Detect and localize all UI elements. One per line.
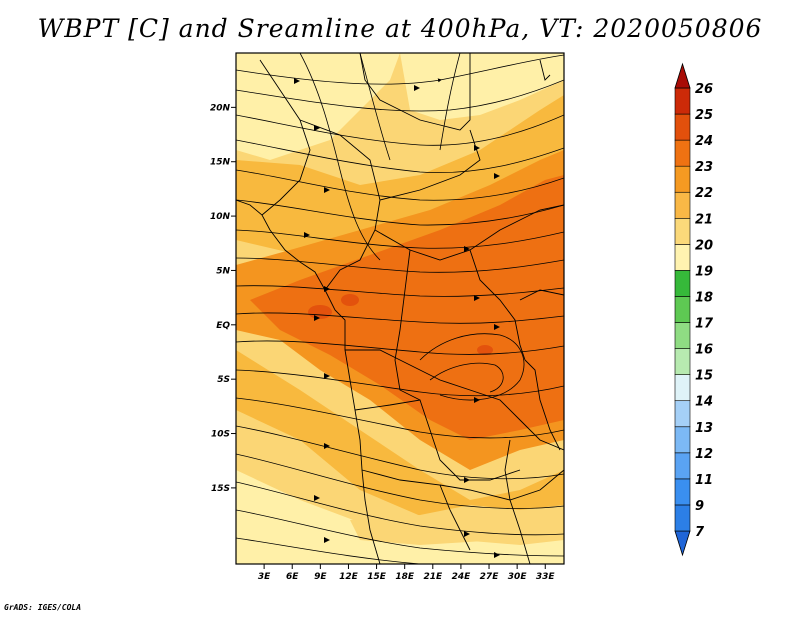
y-tick-label: 15S: [211, 484, 230, 494]
wbpt-shading: [236, 53, 564, 564]
latitude-axis: 20N 15N 10N 5N EQ 5S 10S 15S: [210, 103, 236, 494]
colorbar-level-label: 24: [695, 134, 713, 149]
colorbar-box: [674, 322, 691, 349]
x-tick-label: 12E: [339, 572, 359, 582]
colorbar-box: [674, 452, 691, 480]
y-tick-label: 5S: [217, 375, 230, 385]
colorbar-box: [674, 113, 691, 141]
colorbar-level-label: 22: [695, 186, 713, 201]
colorbar-level-label: 14: [695, 395, 713, 410]
colorbar-level-label: 7: [695, 525, 705, 540]
x-tick-label: 33E: [536, 572, 556, 582]
colorbar-box: [674, 478, 691, 506]
map-title: WBPT [C] and Sreamline at 400hPa, VT: 20…: [37, 14, 763, 43]
colorbar-box: [674, 374, 691, 402]
y-tick-label: 10N: [210, 212, 231, 222]
x-tick-label: 21E: [423, 572, 443, 582]
x-tick-label: 15E: [367, 572, 387, 582]
colorbar-box: [674, 139, 691, 167]
map-panel: [236, 53, 564, 564]
y-tick-label: 20N: [210, 103, 231, 113]
colorbar-box: [674, 296, 691, 323]
colorbar-box: [674, 348, 691, 375]
colorbar-level-label: 21: [695, 212, 713, 227]
y-tick-label: EQ: [216, 321, 230, 331]
colorbar-level-label: 20: [695, 238, 713, 253]
colorbar-box: [674, 191, 691, 219]
colorbar-level-label: 15: [695, 369, 713, 384]
colorbar-level-label: 25: [695, 108, 713, 123]
y-tick-label: 15N: [210, 158, 231, 168]
colorbar-box: [674, 270, 691, 297]
x-tick-label: 9E: [314, 572, 327, 582]
grads-credit: GrADS: IGES/COLA: [4, 603, 82, 612]
x-tick-label: 27E: [480, 572, 500, 582]
wbpt-colorbar: 7 9 11 12 13 14 15 16 17 18 19 20 21 22 23 24 25 26: [674, 62, 714, 557]
colorbar-level-label: 11: [695, 473, 713, 488]
colorbar-lower-arrow: [674, 530, 691, 557]
colorbar-box: [674, 504, 691, 532]
colorbar-level-label: 9: [695, 499, 704, 514]
streamline-arrows: [294, 78, 500, 558]
colorbar-box: [674, 217, 691, 245]
x-tick-label: 3E: [258, 572, 271, 582]
colorbar-level-label: 19: [695, 264, 713, 279]
colorbar-level-label: 26: [695, 82, 713, 97]
y-tick-label: 5N: [216, 266, 230, 276]
streamlines: [236, 53, 564, 564]
country-borders: [236, 53, 564, 564]
colorbar-level-label: 13: [695, 421, 713, 436]
colorbar-box: [674, 165, 691, 193]
x-tick-label: 24E: [452, 572, 472, 582]
colorbar-box: [674, 244, 691, 271]
colorbar-box: [674, 426, 691, 454]
colorbar-box: [674, 400, 691, 428]
colorbar-level-label: 23: [695, 160, 713, 175]
x-tick-label: 6E: [286, 572, 299, 582]
map-frame: [235, 52, 565, 565]
longitude-axis: 3E 6E 9E 12E 15E 18E 21E 24E 27E 30E 33E: [258, 564, 556, 582]
x-tick-label: 18E: [395, 572, 415, 582]
colorbar-level-label: 18: [695, 290, 713, 305]
colorbar-box: [674, 87, 691, 115]
colorbar-level-label: 17: [695, 317, 714, 332]
y-tick-label: 10S: [211, 430, 230, 440]
colorbar-upper-arrow: [674, 62, 691, 89]
x-tick-label: 30E: [508, 572, 528, 582]
colorbar-level-label: 16: [695, 343, 713, 358]
colorbar-level-label: 12: [695, 447, 713, 462]
